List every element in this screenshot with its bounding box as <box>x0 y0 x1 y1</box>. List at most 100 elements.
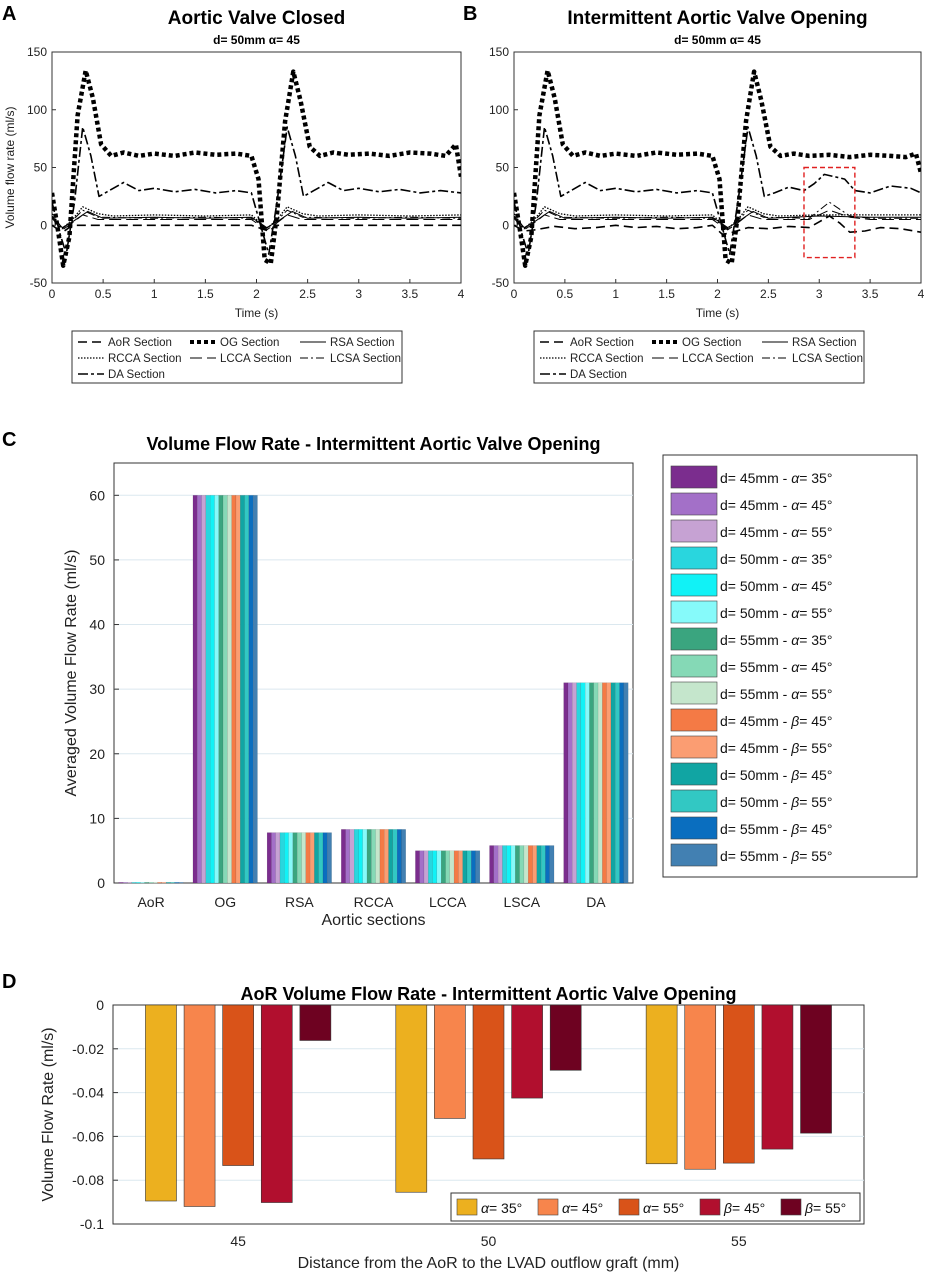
legend-swatch <box>670 627 718 651</box>
bar <box>288 832 294 884</box>
bar <box>723 1004 755 1164</box>
legend-label: RSA Section <box>792 337 857 349</box>
legend-label: d= 45mm - α= 45° <box>720 497 832 513</box>
legend-swatch <box>670 681 718 705</box>
bar <box>284 832 289 884</box>
y-tick-label: -50 <box>492 276 510 290</box>
bar <box>174 882 180 884</box>
series-line-og-section <box>52 68 461 268</box>
bar <box>148 882 154 884</box>
bar <box>388 829 393 884</box>
y-tick-label: 10 <box>89 810 105 826</box>
legend-prefix: d= 45mm - <box>720 497 791 513</box>
bar <box>170 882 175 884</box>
bar <box>266 832 272 884</box>
legend-symbol: α <box>643 1200 652 1216</box>
bar <box>318 832 324 884</box>
legend-label: d= 50mm - α= 55° <box>720 605 832 621</box>
legend-prefix: d= 55mm - <box>720 659 791 675</box>
legend-box <box>533 330 865 384</box>
legend-swatch <box>670 654 718 678</box>
bar <box>309 832 315 884</box>
series-line-lcsa-section <box>52 209 461 230</box>
legend-symbol: β <box>790 848 799 864</box>
bar-group-da <box>563 682 629 884</box>
legend-symbol: β <box>790 794 799 810</box>
bar <box>157 882 162 884</box>
series-line-rcca-section <box>52 206 461 230</box>
legend-suffix: = 45° <box>799 821 832 837</box>
bar <box>161 882 167 884</box>
legend-symbol: β <box>790 713 799 729</box>
legend-swatch <box>670 816 718 840</box>
legend-swatch <box>670 465 718 489</box>
bar <box>366 829 372 884</box>
bar <box>497 845 503 884</box>
legend-symbol: α <box>791 524 800 540</box>
bar <box>253 495 258 884</box>
legend-suffix: = 45° <box>732 1200 765 1216</box>
panel-d: D AoR Volume Flow Rate - Intermittent Aor… <box>2 971 865 1272</box>
legend-swatch <box>670 519 718 543</box>
bar <box>349 829 355 884</box>
bar <box>327 832 332 884</box>
x-tick-label: 0 <box>511 287 518 301</box>
y-tick-label: 50 <box>89 552 105 568</box>
legend-label: d= 55mm - β= 45° <box>720 821 832 837</box>
legend-label: AoR Section <box>108 337 172 349</box>
plot-frame <box>51 51 462 284</box>
legend-suffix: = 55° <box>799 605 832 621</box>
bar <box>645 1004 678 1165</box>
x-tick-label: 3.5 <box>402 287 419 301</box>
legend-label: d= 55mm - β= 55° <box>720 848 832 864</box>
x-tick-label: RCCA <box>354 894 394 910</box>
legend-symbol: α <box>791 686 800 702</box>
y-tick-label: 20 <box>89 746 105 762</box>
legend-label: d= 45mm - β= 45° <box>720 713 832 729</box>
bar <box>419 850 425 884</box>
bar <box>563 682 569 884</box>
legend-prefix: d= 50mm - <box>720 794 791 810</box>
y-tick-label: 50 <box>496 161 510 175</box>
bar-group-og <box>192 495 258 884</box>
bar <box>214 495 219 884</box>
chart-title: Intermittent Aortic Valve Opening <box>567 8 867 29</box>
legend-swatch <box>537 1198 559 1216</box>
y-tick-label: -50 <box>30 276 48 290</box>
legend-label: β= 45° <box>723 1200 765 1216</box>
bar <box>432 850 438 884</box>
x-tick-label: 55 <box>731 1233 747 1249</box>
bar <box>623 682 629 884</box>
legend-label: LCCA Section <box>682 353 754 365</box>
bar <box>392 829 398 884</box>
bar <box>510 845 516 884</box>
y-tick-label: 60 <box>89 487 105 503</box>
bar <box>122 882 128 884</box>
legend-symbol: α <box>791 578 800 594</box>
legend-swatch <box>780 1198 802 1216</box>
y-tick-label: 0 <box>40 218 47 232</box>
bar <box>314 832 319 884</box>
legend-box <box>71 330 403 384</box>
bar <box>131 882 137 884</box>
bar <box>227 495 232 884</box>
bar <box>301 832 306 884</box>
legend-label: d= 50mm - β= 55° <box>720 794 832 810</box>
bar <box>597 682 603 884</box>
bar <box>536 845 542 884</box>
bar <box>297 832 302 884</box>
legend-symbol: β <box>790 740 799 756</box>
legend-symbol: β <box>723 1200 732 1216</box>
bar <box>515 845 520 884</box>
bar <box>384 829 389 884</box>
legend-label: LCCA Section <box>220 353 292 365</box>
legend-label: OG Section <box>682 337 741 349</box>
bar <box>502 845 507 884</box>
bar <box>466 850 472 884</box>
legend-label: d= 55mm - α= 35° <box>720 632 832 648</box>
legend-prefix: d= 45mm - <box>720 524 791 540</box>
legend-symbol: α <box>791 632 800 648</box>
plot-frame <box>113 462 634 884</box>
bar <box>240 495 245 884</box>
bar <box>441 850 446 884</box>
